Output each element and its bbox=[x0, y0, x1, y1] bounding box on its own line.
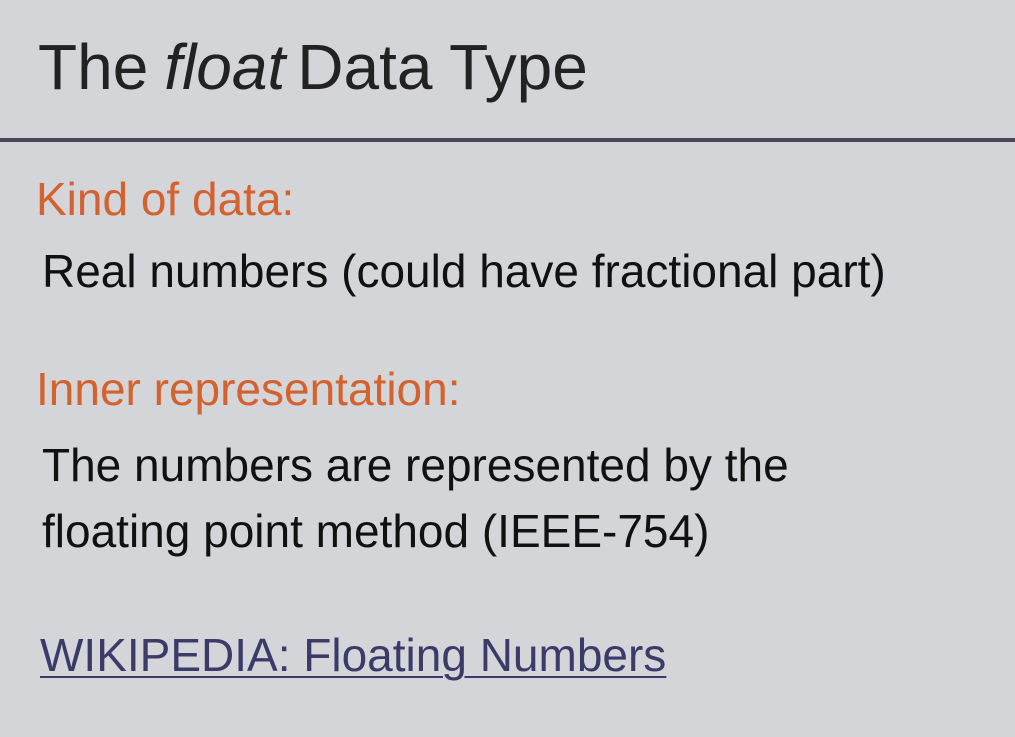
inner-representation-line-1: The numbers are represented by the bbox=[42, 439, 789, 491]
inner-representation-heading: Inner representation: bbox=[36, 363, 461, 415]
inner-representation-text: The numbers are represented by the float… bbox=[42, 432, 789, 564]
title-prefix: The bbox=[38, 31, 149, 103]
kind-of-data-line: Real numbers (could have fractional part… bbox=[42, 245, 886, 297]
inner-representation-line-2: floating point method (IEEE-754) bbox=[42, 505, 710, 557]
title-emphasis: float bbox=[164, 31, 286, 103]
slide-title: The float Data Type bbox=[38, 22, 588, 112]
title-suffix: Data Type bbox=[297, 31, 588, 103]
kind-of-data-text: Real numbers (could have fractional part… bbox=[42, 238, 886, 304]
title-divider bbox=[0, 138, 1015, 142]
wikipedia-link[interactable]: WIKIPEDIA: Floating Numbers bbox=[40, 629, 667, 681]
kind-of-data-heading: Kind of data: bbox=[36, 173, 295, 225]
